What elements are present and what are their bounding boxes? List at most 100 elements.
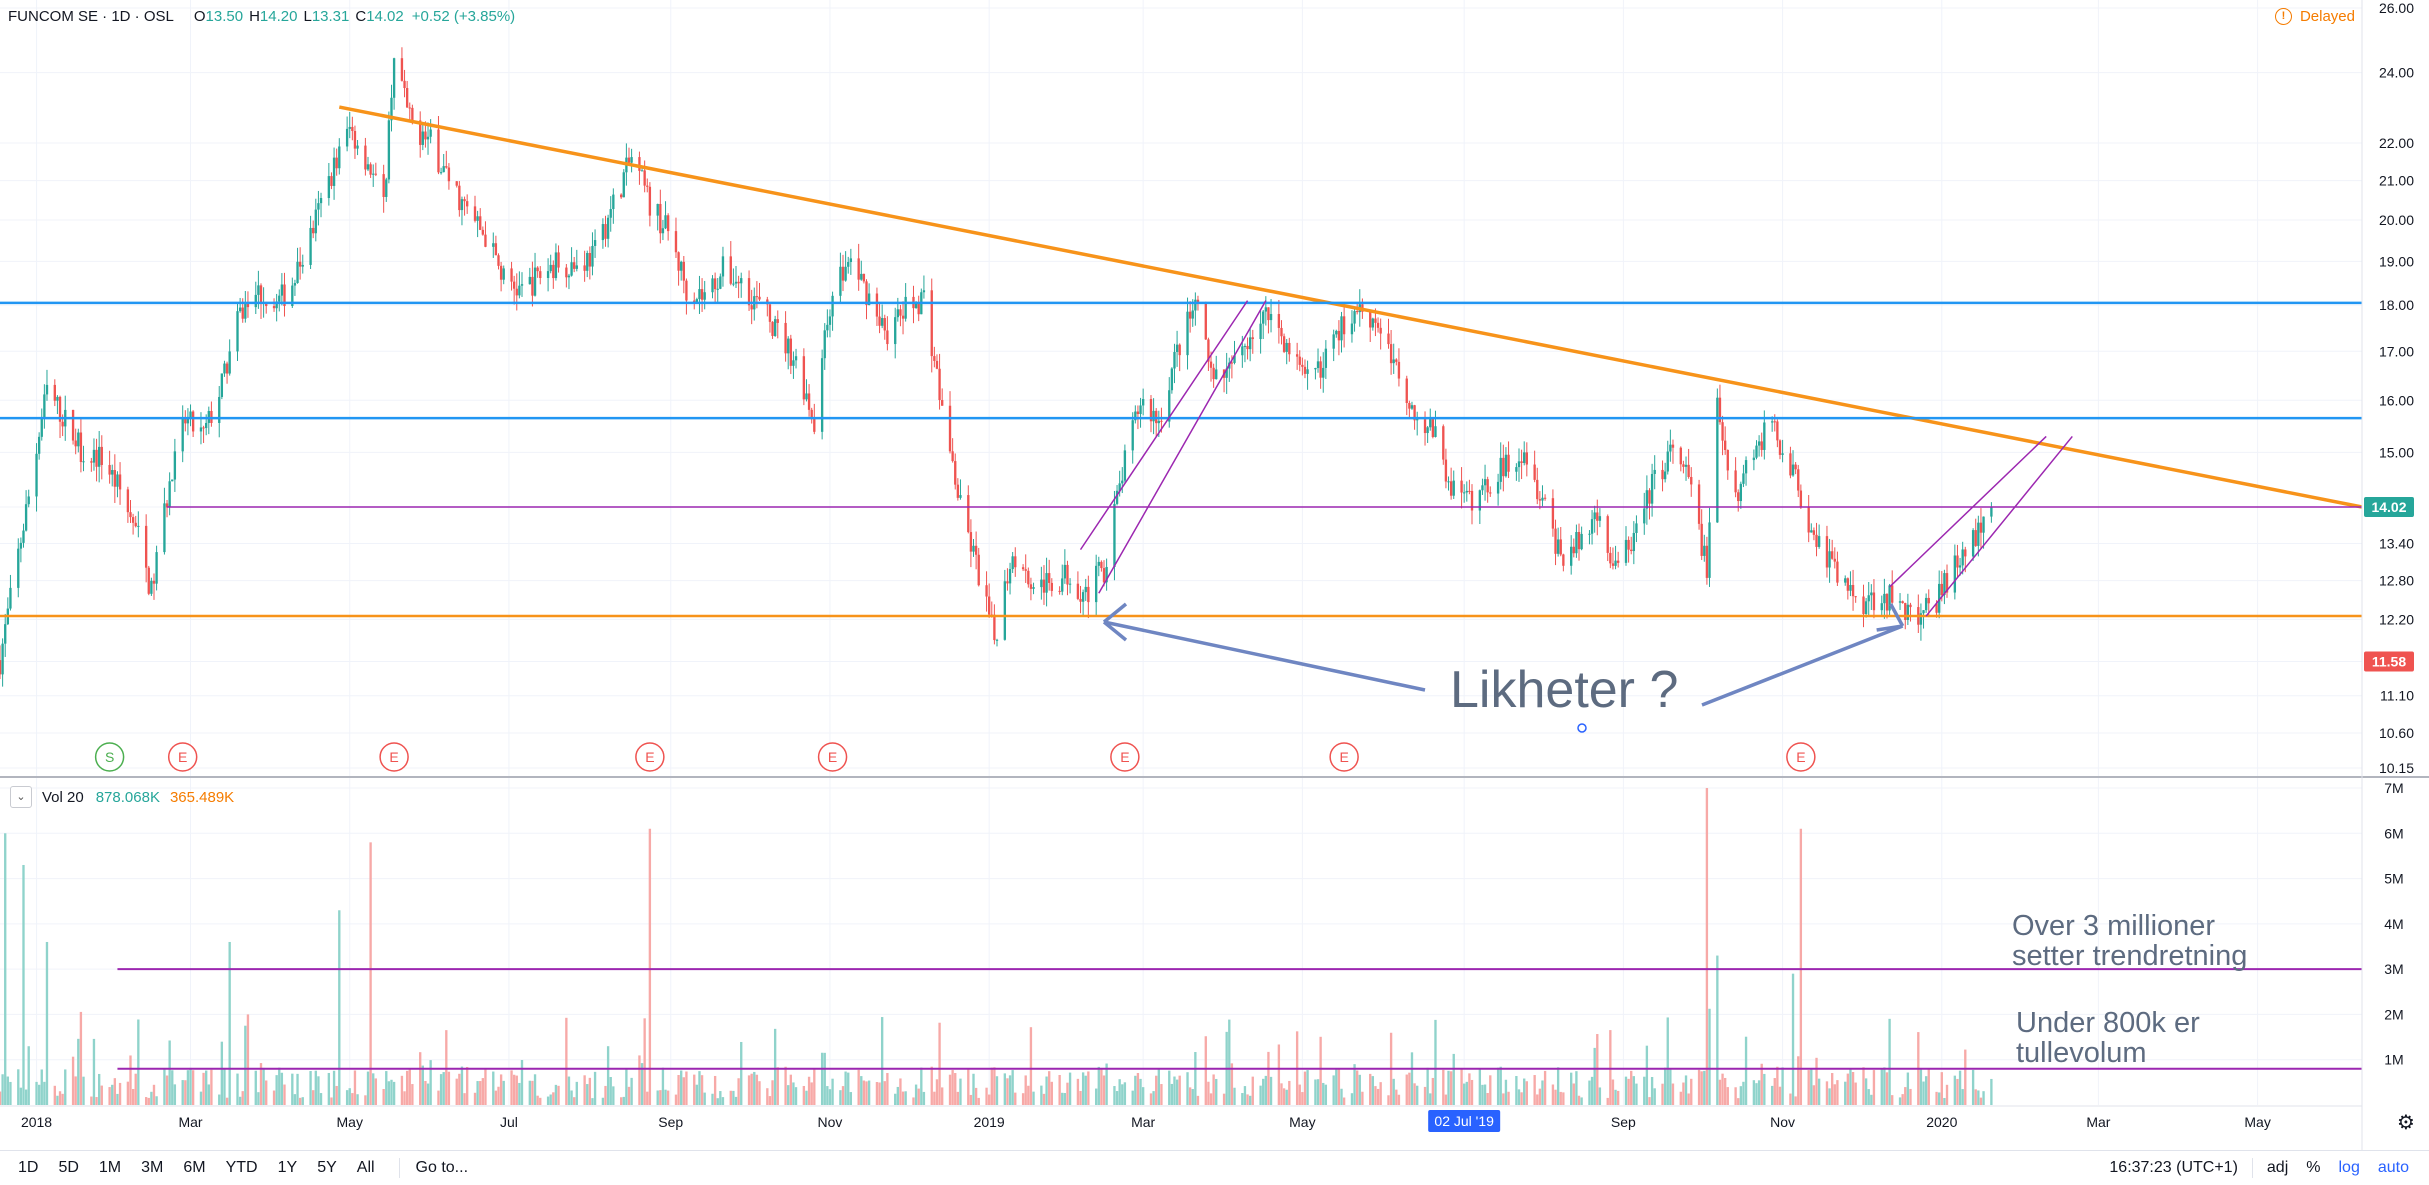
volume-bar bbox=[588, 1077, 592, 1105]
candle-body bbox=[1029, 584, 1033, 589]
volume-bar bbox=[860, 1076, 863, 1105]
candle-body bbox=[1246, 345, 1249, 350]
adj-toggle[interactable]: adj bbox=[2266, 1159, 2289, 1176]
candle-body bbox=[1650, 473, 1654, 504]
range-button[interactable]: 1M bbox=[98, 1159, 122, 1176]
split-event-marker[interactable] bbox=[94, 742, 125, 772]
candle-body bbox=[113, 470, 117, 487]
volume-bar bbox=[810, 1082, 813, 1105]
volume-bar bbox=[220, 1041, 224, 1105]
delayed-badge[interactable]: ! Delayed bbox=[2274, 4, 2355, 28]
symbol-title[interactable]: FUNCOM SE · 1D · OSL bbox=[8, 7, 174, 25]
candle-body bbox=[1525, 452, 1528, 465]
volume-bar bbox=[1593, 1047, 1596, 1105]
earnings-event-marker[interactable] bbox=[817, 742, 848, 772]
volume-bar bbox=[1410, 1052, 1414, 1105]
earnings-event-marker[interactable] bbox=[1786, 742, 1816, 772]
candle-body bbox=[1452, 480, 1455, 496]
earnings-event-marker[interactable] bbox=[379, 742, 409, 772]
candle-body bbox=[283, 284, 286, 307]
range-button[interactable]: 5D bbox=[58, 1159, 79, 1176]
range-button[interactable]: YTD bbox=[225, 1159, 258, 1176]
log-toggle[interactable]: log bbox=[2338, 1159, 2360, 1176]
volume-bar bbox=[426, 1083, 430, 1105]
candle-body bbox=[484, 234, 487, 247]
volume-bar bbox=[1262, 1078, 1265, 1105]
candle-body bbox=[1630, 549, 1633, 552]
candle-body bbox=[1058, 590, 1061, 592]
volume-bar bbox=[82, 1076, 85, 1105]
range-button[interactable]: 1Y bbox=[277, 1159, 298, 1176]
candle-body bbox=[403, 80, 406, 89]
volume-bar bbox=[1123, 1082, 1127, 1105]
candle-body bbox=[1489, 492, 1492, 494]
candle-body bbox=[502, 268, 505, 280]
annotation-under-line1[interactable]: Under 800k er bbox=[2016, 1007, 2200, 1039]
candle-body bbox=[1982, 516, 1985, 533]
candle-body bbox=[1215, 369, 1218, 380]
event-marker-label: E bbox=[645, 749, 654, 765]
volume-bar bbox=[1598, 1087, 1602, 1105]
candle-body bbox=[463, 199, 466, 202]
annotation-likheter[interactable]: Likheter ? bbox=[1450, 661, 1679, 719]
volume-bar bbox=[1102, 1075, 1106, 1105]
candle-body bbox=[458, 185, 461, 211]
volume-bar bbox=[332, 1070, 336, 1105]
candle-body bbox=[643, 170, 646, 186]
annotation-under-line2[interactable]: tullevolum bbox=[2016, 1037, 2147, 1069]
auto-toggle[interactable]: auto bbox=[2377, 1159, 2409, 1176]
candle-body bbox=[1927, 597, 1930, 604]
range-button[interactable]: 1D bbox=[18, 1159, 39, 1176]
volume-bar bbox=[1481, 1084, 1484, 1105]
earnings-event-marker[interactable] bbox=[635, 742, 665, 772]
candle-body bbox=[1374, 318, 1377, 323]
volume-bar bbox=[364, 1095, 367, 1105]
earnings-event-marker[interactable] bbox=[167, 742, 198, 772]
candle-body bbox=[1209, 361, 1213, 368]
earnings-event-marker[interactable] bbox=[1110, 742, 1140, 772]
candle-body bbox=[1371, 318, 1375, 328]
chart-canvas[interactable]: 10.15 10.60 11.10 11.58 12.20 12.80 13.40 14.02… bbox=[0, 0, 2429, 1150]
volume-bar bbox=[1358, 1074, 1361, 1105]
volume-bar bbox=[753, 1071, 756, 1105]
candle-body bbox=[1575, 532, 1578, 554]
percent-toggle[interactable]: % bbox=[2306, 1159, 2321, 1176]
volume-bar bbox=[586, 1084, 589, 1105]
clock[interactable]: 16:37:23 (UTC+1) bbox=[2109, 1159, 2238, 1176]
candle-body bbox=[1684, 464, 1688, 467]
candle-body bbox=[1353, 311, 1356, 324]
candle-body bbox=[1481, 485, 1484, 491]
volume-bar bbox=[351, 1093, 354, 1105]
candle-body bbox=[126, 489, 130, 513]
drawings[interactable] bbox=[0, 105, 2363, 1070]
candle-body bbox=[638, 157, 641, 171]
volume-bar bbox=[570, 1090, 573, 1105]
earnings-event-marker[interactable] bbox=[1329, 742, 1359, 772]
time-tick-label: Nov bbox=[1770, 1114, 1795, 1130]
chevron-down-icon[interactable]: ⌄ bbox=[10, 786, 32, 808]
volume-bar bbox=[1794, 1096, 1797, 1105]
range-button[interactable]: 6M bbox=[183, 1159, 206, 1176]
volume-bar bbox=[1964, 1049, 1967, 1105]
candle-body bbox=[387, 120, 391, 180]
price-tick-label: 26.00 bbox=[2379, 0, 2414, 16]
volume-bar bbox=[400, 1075, 404, 1105]
candle-body bbox=[92, 449, 96, 463]
candle-body bbox=[1079, 598, 1082, 602]
gear-icon[interactable]: ⚙ bbox=[2397, 1112, 2415, 1134]
annotation-over-line1[interactable]: Over 3 millioner bbox=[2012, 910, 2216, 942]
volume-bar bbox=[1251, 1076, 1254, 1105]
candle-body bbox=[622, 172, 625, 198]
volume-bar bbox=[484, 1069, 487, 1105]
candle-body bbox=[1520, 461, 1523, 463]
annotation-over-line2[interactable]: setter trendretning bbox=[2012, 940, 2248, 972]
range-button[interactable]: All bbox=[356, 1159, 375, 1176]
volume-name[interactable]: Vol 20 bbox=[42, 788, 84, 806]
volume-bar bbox=[1956, 1078, 1959, 1105]
volume-bar bbox=[904, 1091, 907, 1105]
range-button[interactable]: 3M bbox=[141, 1159, 164, 1176]
range-button[interactable]: 5Y bbox=[317, 1159, 337, 1176]
go-to-button[interactable]: Go to... bbox=[415, 1159, 469, 1176]
volume-bar bbox=[896, 1086, 899, 1105]
